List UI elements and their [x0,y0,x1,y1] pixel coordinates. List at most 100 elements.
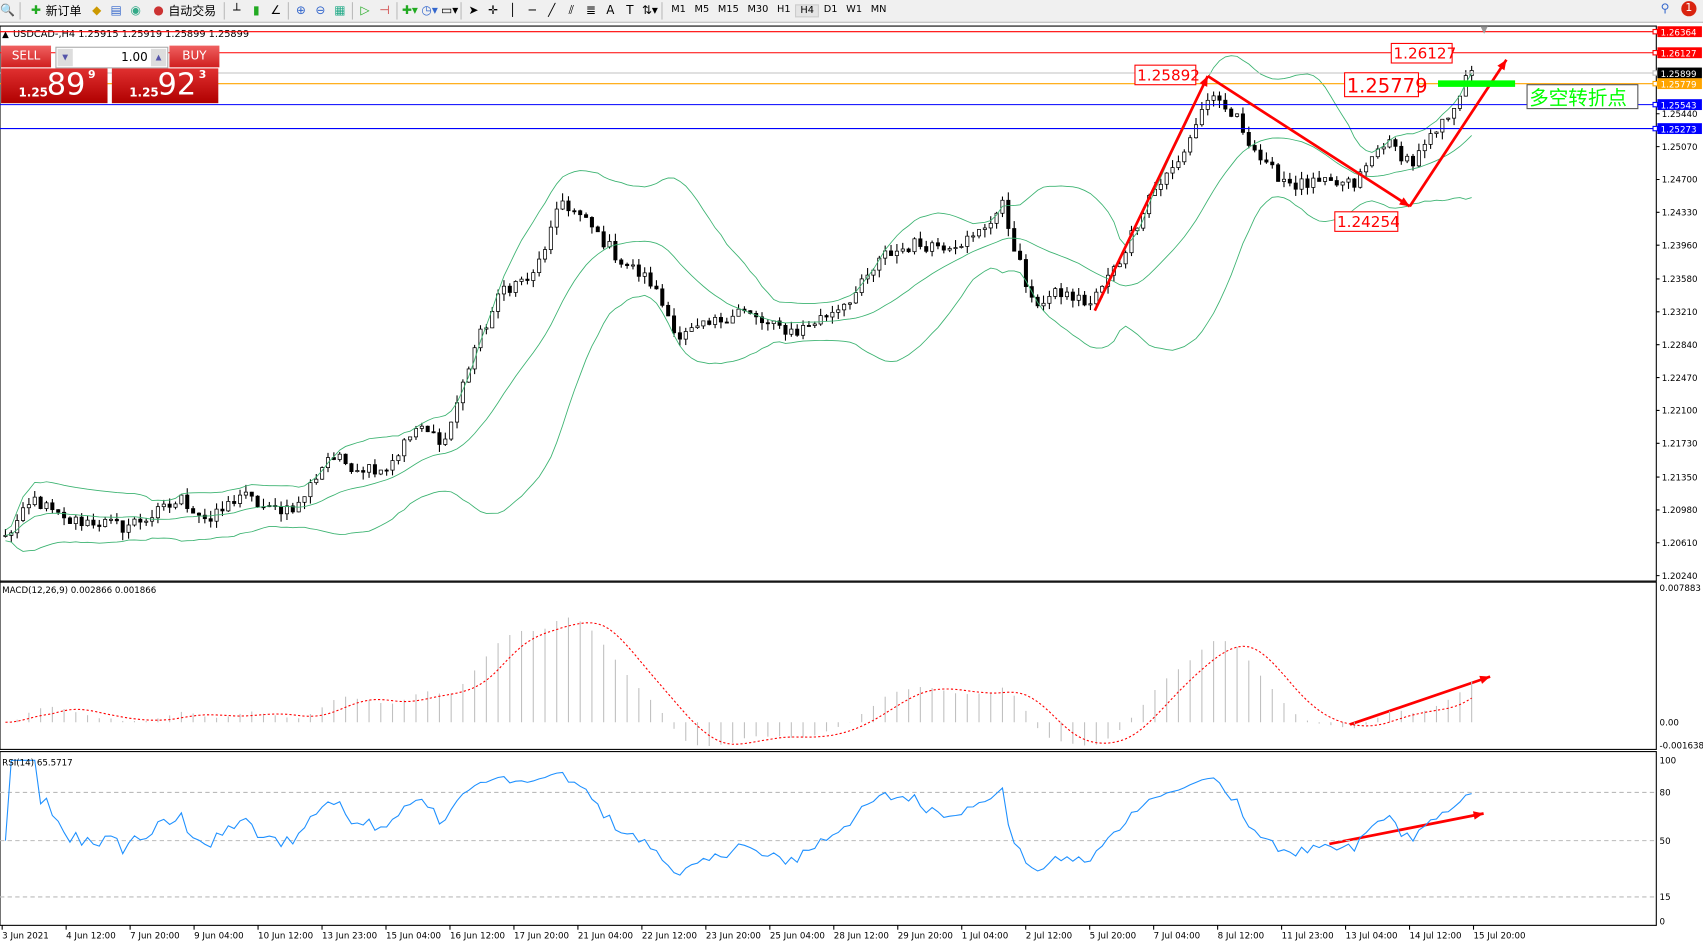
buy-price[interactable]: 1.25 92 3 [111,66,219,104]
candle-body [1364,165,1369,173]
candle-body [1176,161,1181,168]
timeframe-m5[interactable]: M5 [694,4,710,16]
periods-icon[interactable]: ◷▾ [421,3,438,18]
line-chart-icon[interactable]: ∠ [270,3,282,18]
market-watch-icon[interactable]: ◆ [92,3,102,18]
red-arrow-line [1093,75,1209,312]
timeframe-m15[interactable]: M15 [717,4,739,16]
candle [847,302,852,310]
candle-body [1281,178,1286,182]
candle [666,301,671,317]
cursor-icon[interactable]: ➤ [468,3,479,18]
vertical-line-icon[interactable]: │ [509,3,517,18]
candlestick-icon[interactable]: ▮ [253,3,260,18]
candle-body [361,470,366,473]
candle-body [1358,171,1363,188]
candle [501,280,506,301]
candle [284,499,289,521]
candle [1217,91,1222,108]
candle-body [613,240,618,261]
timeframe-mn[interactable]: MN [870,4,887,16]
horizontal-line-icon[interactable]: ─ [528,3,536,18]
chart-shift-icon[interactable]: ⊣ [379,3,390,18]
candle-body [179,494,184,505]
lot-decrease-icon[interactable]: ▼ [57,48,73,67]
notification-badge[interactable]: 1 [1681,1,1697,17]
zoom-out-icon[interactable]: ⊖ [315,3,326,18]
search-icon[interactable]: ⚲ [1660,1,1670,16]
candle [50,499,55,514]
candle-body [871,269,876,276]
candle [85,515,90,527]
candle-body [208,518,213,522]
candle [1170,160,1175,180]
equidistant-channel-icon[interactable]: ⫽ [568,3,574,18]
arrows-icon[interactable]: ⇅▾ [641,3,658,18]
timeframe-h4[interactable]: H4 [794,4,820,18]
timeframe-w1[interactable]: W1 [846,4,863,16]
arrow-head-icon [1399,197,1410,207]
candle [566,196,571,217]
buy-button[interactable]: BUY [169,45,220,68]
price-label: 1.26364 [1661,28,1697,38]
candle-body [21,507,26,521]
tile-windows-icon[interactable]: ▦ [334,3,346,18]
candle-body [636,264,641,277]
new-order-button[interactable]: ✚ 新订单 [25,1,85,21]
text-label-icon[interactable]: T [626,3,634,18]
candle-body [971,235,976,238]
time-tick-label: 21 Jun 04:00 [578,931,633,941]
timeframe-m1[interactable]: M1 [671,4,686,16]
candle-body [15,520,20,534]
lot-increase-icon[interactable]: ▲ [150,48,167,67]
timeframe-h1[interactable]: H1 [777,4,791,16]
sell-price[interactable]: 1.25 89 9 [1,66,108,104]
candle [1364,162,1369,178]
signal-icon[interactable]: ◉ [130,3,141,18]
candle-body [1123,252,1128,265]
candle [437,428,442,452]
sell-button[interactable]: SELL [1,45,52,68]
navigator-icon[interactable]: ▤ [110,3,122,18]
time-tick-label: 25 Jun 04:00 [770,931,825,941]
candle-body [238,494,243,504]
templates-icon[interactable]: ▭▾ [440,3,459,18]
crosshair-icon[interactable]: ✛ [488,3,499,18]
candle-body [337,453,342,460]
auto-scroll-icon[interactable]: ▷ [360,3,370,18]
arrow-head-icon [1472,811,1484,820]
candle [1252,140,1257,153]
candle [1323,177,1328,186]
candle [1428,129,1433,149]
timeframe-m30[interactable]: M30 [747,4,769,16]
candle-body [97,524,102,527]
candle-body [883,250,888,259]
macd-histogram [16,617,1473,746]
text-icon[interactable]: A [606,3,615,18]
candle [965,230,970,254]
candle-body [320,467,325,480]
timeframe-d1[interactable]: D1 [823,4,838,16]
line-handle [1652,50,1658,56]
chart-area[interactable]: USDCAD-,H4 1.25915 1.25919 1.25899 1.258… [0,24,1703,945]
zoom-in-icon[interactable]: ⊕ [295,3,306,18]
candle [138,513,143,530]
auto-trading-button[interactable]: ● 自动交易 [148,1,220,21]
candle-body [1416,150,1421,167]
candle [642,267,647,284]
candle [1053,286,1058,300]
candle-body [26,504,31,509]
candle [906,247,911,253]
lot-size-input[interactable]: ▼ 1.00 ▲ [55,46,169,69]
fibonacci-icon[interactable]: ≣ [585,3,596,18]
indicators-icon[interactable]: ✚▾ [401,3,418,18]
price-tick-label: 1.23960 [1662,241,1698,251]
zoom-icon[interactable]: 🔍 [0,3,16,18]
candle [1393,137,1398,152]
candle [724,317,729,324]
candle-body [988,222,993,229]
trendline-icon[interactable]: ╱ [548,3,556,18]
bar-chart-icon[interactable]: ┴ [233,3,241,18]
candle-body [542,249,548,260]
candle-body [1199,109,1204,126]
